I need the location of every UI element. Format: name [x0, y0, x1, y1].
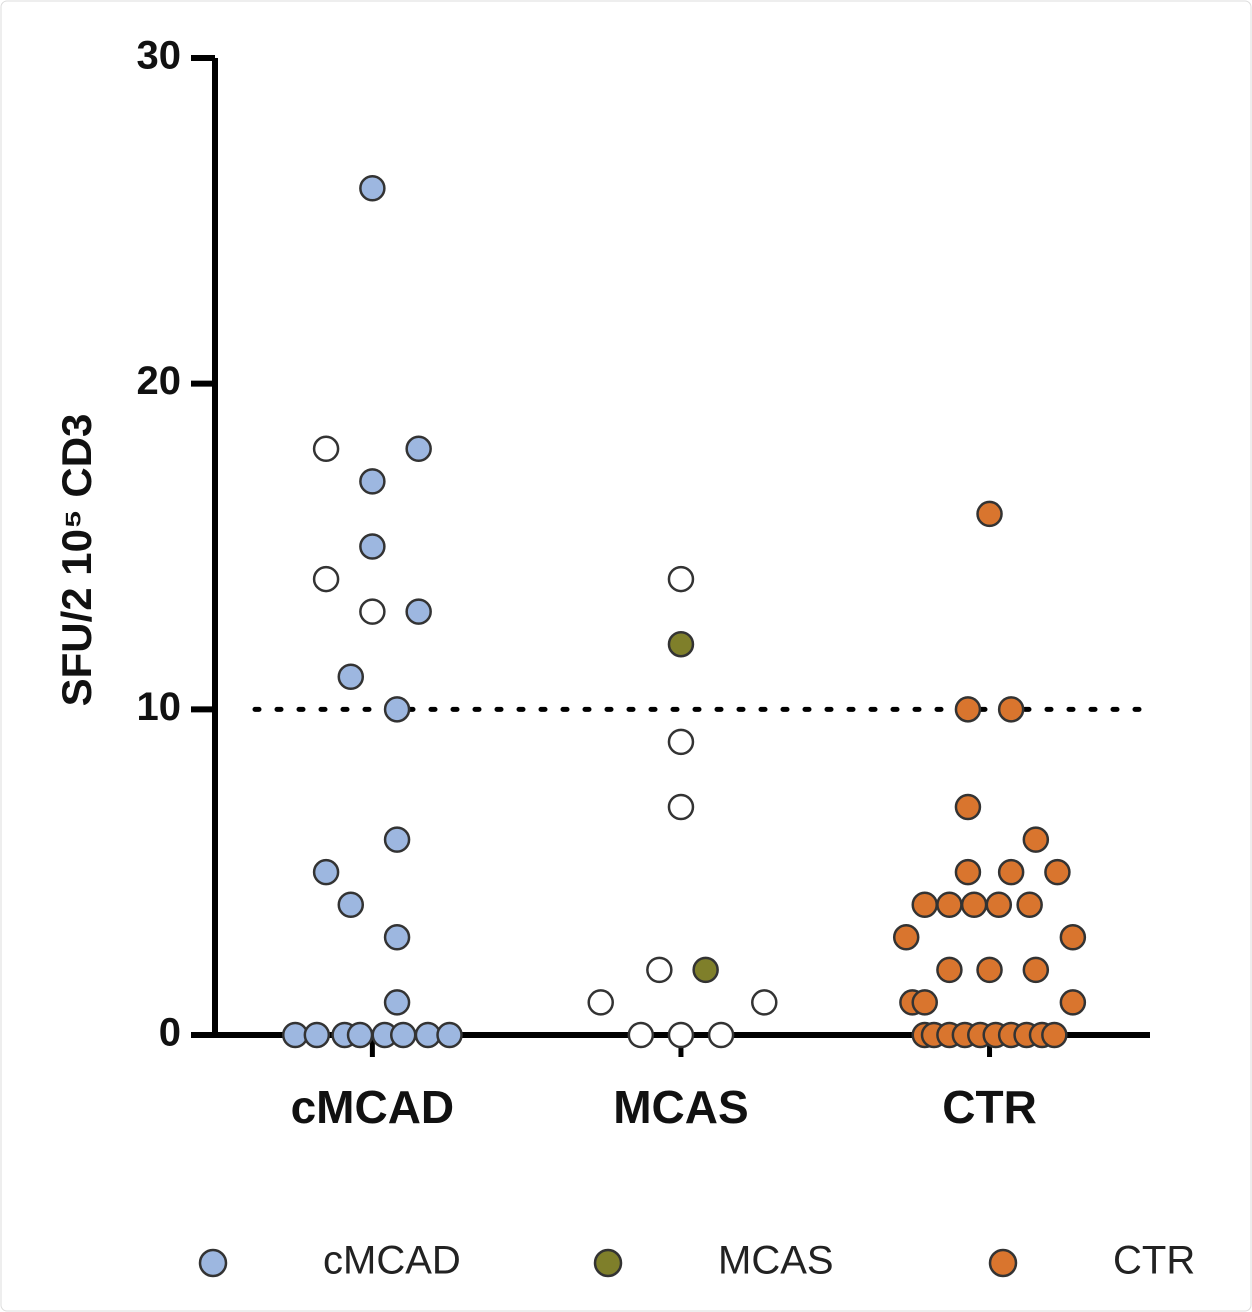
data-point [436, 1021, 463, 1049]
data-point [405, 598, 432, 625]
data-point [954, 858, 982, 886]
data-point [936, 891, 963, 918]
data-point [312, 435, 340, 463]
data-point [383, 924, 411, 951]
data-point [976, 956, 1003, 984]
data-point [389, 1021, 417, 1049]
x-tick-label: CTR [942, 1081, 1037, 1133]
legend-marker [198, 1248, 228, 1278]
data-point [667, 565, 695, 593]
legend-marker [988, 1248, 1018, 1278]
data-point [627, 1021, 655, 1049]
data-point [954, 793, 982, 821]
data-point [312, 858, 340, 886]
data-point [359, 598, 386, 625]
data-point [359, 533, 386, 560]
y-axis-label: SFU/2 10⁵ CD3 [53, 414, 100, 707]
data-point [911, 989, 938, 1016]
data-point [383, 826, 411, 853]
data-point [383, 989, 411, 1016]
data-point [997, 696, 1025, 723]
data-point [667, 1021, 695, 1049]
data-point [997, 858, 1025, 886]
data-point [667, 630, 695, 658]
data-point [312, 565, 340, 593]
data-point [383, 696, 411, 723]
data-point [587, 989, 614, 1016]
data-point [337, 663, 365, 691]
data-point [405, 435, 432, 463]
data-point [1022, 956, 1050, 984]
data-point [303, 1021, 331, 1049]
data-point [1044, 858, 1071, 886]
data-point [359, 468, 386, 495]
data-point [1016, 891, 1043, 918]
legend-label: cMCAD [323, 1239, 461, 1283]
legend-label: MCAS [718, 1239, 834, 1283]
data-point [337, 891, 365, 918]
data-point [1022, 826, 1050, 853]
data-point [1041, 1021, 1068, 1049]
y-tick-label: 20 [137, 359, 182, 403]
data-point [911, 891, 938, 918]
data-point [751, 989, 778, 1016]
y-tick-label: 30 [137, 34, 182, 78]
data-point [359, 175, 386, 202]
legend-label: CTR [1113, 1239, 1195, 1283]
y-tick-label: 10 [137, 685, 182, 729]
x-tick-label: cMCAD [291, 1081, 455, 1133]
data-point [667, 793, 695, 821]
data-point [954, 696, 982, 723]
data-point [936, 956, 963, 984]
y-tick-label: 0 [159, 1011, 181, 1055]
legend-marker [593, 1248, 623, 1278]
data-point [667, 728, 695, 756]
data-point [707, 1021, 735, 1049]
data-point [346, 1021, 374, 1049]
x-tick-label: MCAS [613, 1081, 748, 1133]
data-point [985, 891, 1013, 918]
data-point [976, 500, 1003, 528]
data-point [1059, 924, 1087, 951]
data-point [892, 924, 920, 951]
data-point [692, 956, 719, 984]
data-point [1059, 989, 1087, 1016]
data-point [960, 891, 988, 918]
data-point [646, 956, 673, 984]
